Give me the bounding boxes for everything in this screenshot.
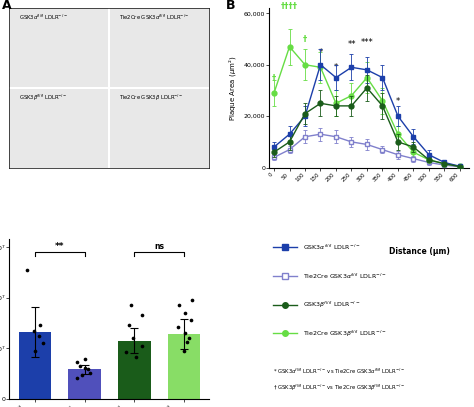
Point	[138, 342, 146, 349]
Text: *: *	[319, 48, 323, 57]
Text: ††††: ††††	[281, 2, 298, 11]
Text: **: **	[347, 40, 356, 49]
Text: †: †	[303, 35, 307, 44]
Bar	[68, 370, 100, 399]
Point	[35, 333, 43, 339]
Point	[81, 365, 88, 372]
Text: ns: ns	[154, 242, 164, 251]
Text: Tie2Cre GSK3$\alpha$$^{fl/fl}$ LDLR$^{-/-}$: Tie2Cre GSK3$\alpha$$^{fl/fl}$ LDLR$^{-/…	[303, 271, 387, 281]
Text: †: †	[272, 74, 276, 83]
Point	[73, 359, 81, 365]
Text: B: B	[225, 0, 235, 11]
Point	[84, 366, 91, 373]
Point	[188, 297, 196, 303]
Point	[138, 312, 146, 319]
Point	[130, 335, 137, 341]
Point	[127, 302, 134, 309]
Text: GSK3$\alpha$$^{fl/fl}$ LDLR$^{-/-}$: GSK3$\alpha$$^{fl/fl}$ LDLR$^{-/-}$	[303, 243, 361, 252]
Point	[79, 371, 86, 378]
Point	[188, 317, 195, 324]
Text: * GSK3$\alpha$$^{fl/fl}$ LDLR$^{-/-}$ vs Tie2Cre GSK3$\alpha$$^{fl/fl}$ LDLR$^{-: * GSK3$\alpha$$^{fl/fl}$ LDLR$^{-/-}$ vs…	[273, 367, 405, 376]
Point	[81, 356, 88, 363]
Point	[126, 322, 133, 329]
Text: GSK3$\alpha$$^{fl/fl}$ LDLR$^{-/-}$: GSK3$\alpha$$^{fl/fl}$ LDLR$^{-/-}$	[19, 13, 68, 22]
Point	[180, 348, 187, 354]
Point	[174, 324, 182, 330]
Text: **: **	[55, 242, 64, 251]
Point	[181, 310, 189, 316]
Text: *: *	[334, 63, 338, 72]
Point	[132, 354, 140, 361]
Text: † GSK3$\beta$$^{fl/fl}$ LDLR$^{-/-}$ vs Tie2Cre GSK3$\beta$$^{fl/fl}$ LDLR$^{-/-: † GSK3$\beta$$^{fl/fl}$ LDLR$^{-/-}$ vs …	[273, 383, 405, 393]
Point	[73, 374, 81, 381]
Text: *: *	[396, 97, 400, 106]
Text: Tie2Cre GSK3$\beta$$^{fl/fl}$ LDLR$^{-/-}$: Tie2Cre GSK3$\beta$$^{fl/fl}$ LDLR$^{-/-…	[303, 328, 387, 339]
Point	[183, 339, 191, 346]
Text: Tie2Cre GSK3$\beta$ LDLR$^{-/-}$: Tie2Cre GSK3$\beta$ LDLR$^{-/-}$	[119, 93, 184, 103]
Point	[185, 335, 192, 341]
Point	[175, 302, 183, 309]
Text: ***: ***	[361, 38, 374, 47]
Point	[77, 363, 84, 369]
Point	[86, 369, 94, 376]
Point	[36, 322, 44, 329]
Point	[32, 348, 39, 354]
Text: Tie2Cre GSK3$\alpha$$^{fl/fl}$ LDLR$^{-/-}$: Tie2Cre GSK3$\alpha$$^{fl/fl}$ LDLR$^{-/…	[119, 13, 190, 22]
Bar	[168, 334, 201, 399]
Text: Distance (μm): Distance (μm)	[389, 247, 450, 256]
Text: GSK3$\beta$$^{fl/fl}$ LDLR$^{-/-}$: GSK3$\beta$$^{fl/fl}$ LDLR$^{-/-}$	[19, 93, 68, 103]
Y-axis label: Plaque Area ($\mu$m²): Plaque Area ($\mu$m²)	[227, 55, 238, 120]
Point	[39, 340, 47, 346]
Point	[181, 330, 188, 336]
Text: A: A	[1, 0, 11, 11]
Bar	[118, 341, 151, 399]
Text: GSK3$\beta$$^{fl/fl}$ LDLR$^{-/-}$: GSK3$\beta$$^{fl/fl}$ LDLR$^{-/-}$	[303, 300, 361, 310]
Point	[30, 327, 37, 334]
Point	[122, 349, 129, 356]
Bar	[18, 332, 51, 399]
Point	[23, 267, 31, 273]
